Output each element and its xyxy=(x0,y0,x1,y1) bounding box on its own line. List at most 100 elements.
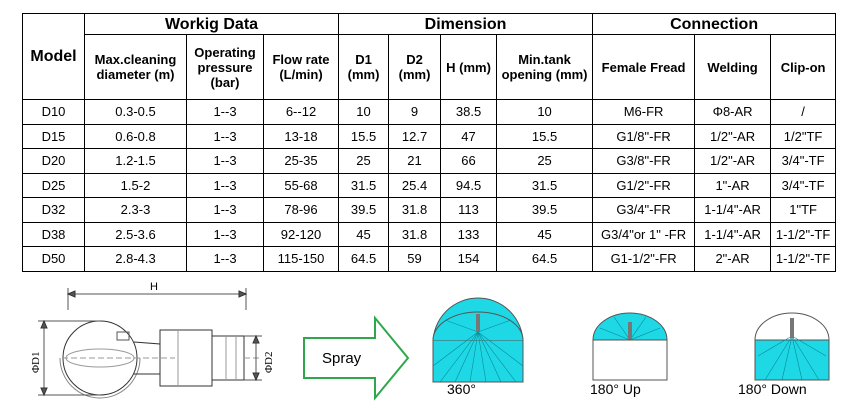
table-cell: 10 xyxy=(496,99,594,125)
table-cell: 1--3 xyxy=(186,148,264,174)
header-connection: Connection xyxy=(592,13,837,35)
table-cell: 66 xyxy=(440,148,498,174)
table-cell: 47 xyxy=(440,123,498,149)
table-cell: 113 xyxy=(440,197,498,223)
column-header: Flow rate (L/min) xyxy=(262,34,340,100)
nozzle-drawing xyxy=(38,288,262,399)
table-cell: 1-1/2"-TF xyxy=(770,221,837,247)
column-header: Female Fread xyxy=(592,34,696,100)
table-cell: 2.8-4.3 xyxy=(84,246,187,272)
table-cell: G3/4"or 1" -FR xyxy=(592,221,696,247)
model-cell: D32 xyxy=(22,197,85,223)
model-cell: D50 xyxy=(22,246,85,272)
table-cell: 3/4"-TF xyxy=(770,172,837,198)
column-header: Welding xyxy=(694,34,772,100)
table-cell: 115-150 xyxy=(262,246,340,272)
spray-arrow-icon xyxy=(303,315,410,401)
table-cell: 21 xyxy=(388,148,442,174)
table-cell: 6--12 xyxy=(262,99,340,125)
table-cell: 1"TF xyxy=(770,197,837,223)
table-cell: 9 xyxy=(388,99,442,125)
table-cell: 1"-AR xyxy=(694,172,772,198)
table-cell: 25 xyxy=(338,148,390,174)
table-cell: G1/8"-FR xyxy=(592,123,696,149)
pattern-180-down-label: 180° Down xyxy=(738,381,807,397)
model-cell: D38 xyxy=(22,221,85,247)
table-cell: 1/2"TF xyxy=(770,123,837,149)
spray-pattern-180-up-icon xyxy=(592,312,668,381)
table-cell: Φ8-AR xyxy=(694,99,772,125)
table-cell: 55-68 xyxy=(262,172,340,198)
column-header: D1 (mm) xyxy=(338,34,390,100)
column-header: H (mm) xyxy=(440,34,498,100)
table-cell: 64.5 xyxy=(496,246,594,272)
table-cell: 154 xyxy=(440,246,498,272)
table-cell: 45 xyxy=(496,221,594,247)
table-cell: 25 xyxy=(496,148,594,174)
table-cell: 0.3-0.5 xyxy=(84,99,187,125)
table-cell: 25.4 xyxy=(388,172,442,198)
table-cell: 31.8 xyxy=(388,197,442,223)
d2-label: ΦD2 xyxy=(263,352,275,373)
table-row: D15 0.6-0.8 1--3 13-18 15.5 12.7 47 15.5 G1/8"-F… xyxy=(22,123,837,149)
table-cell: 39.5 xyxy=(496,197,594,223)
column-header: Operating pressure (bar) xyxy=(186,34,264,100)
table-row: D25 1.5-2 1--3 55-68 31.5 25.4 94.5 31.5 G1/2"-F… xyxy=(22,172,837,198)
table-cell: G3/8"-FR xyxy=(592,148,696,174)
table-cell: 38.5 xyxy=(440,99,498,125)
column-header: D2 (mm) xyxy=(388,34,442,100)
table-cell: 31.8 xyxy=(388,221,442,247)
table-cell: M6-FR xyxy=(592,99,696,125)
pattern-180-up-label: 180° Up xyxy=(590,381,641,397)
table-cell: 133 xyxy=(440,221,498,247)
d1-label: ΦD1 xyxy=(30,352,42,373)
spec-table: Model Workig Data Dimension Connection M… xyxy=(22,13,837,272)
header-dimension: Dimension xyxy=(338,13,594,35)
table-cell: 1-1/2"-TF xyxy=(770,246,837,272)
column-header: Max.cleaning diameter (m) xyxy=(84,34,187,100)
column-header: Min.tank opening (mm) xyxy=(496,34,594,100)
model-cell: D15 xyxy=(22,123,85,149)
table-row: D50 2.8-4.3 1--3 115-150 64.5 59 154 64.5 G1-1/2… xyxy=(22,246,837,272)
spray-arrow-label: Spray xyxy=(322,350,362,367)
table-cell: 2"-AR xyxy=(694,246,772,272)
table-cell: 1-1/4"-AR xyxy=(694,197,772,223)
header-working-data: Workig Data xyxy=(83,13,340,35)
table-cell: 1-1/4"-AR xyxy=(694,221,772,247)
table-row: D10 0.3-0.5 1--3 6--12 10 9 38.5 10 M6-FR Φ8-AR / xyxy=(22,99,837,125)
model-cell: D10 xyxy=(22,99,85,125)
table-cell: 64.5 xyxy=(338,246,390,272)
table-row: D38 2.5-3.6 1--3 92-120 45 31.8 133 45 G3/4"or 1… xyxy=(22,221,837,247)
table-cell: 94.5 xyxy=(440,172,498,198)
model-cell: D20 xyxy=(22,148,85,174)
table-row: D32 2.3-3 1--3 78-96 39.5 31.8 113 39.5 G3/4"-FR… xyxy=(22,197,837,223)
table-cell: 59 xyxy=(388,246,442,272)
table-cell: 78-96 xyxy=(262,197,340,223)
header-model: Model xyxy=(22,13,85,100)
pattern-360-label: 360° xyxy=(447,381,476,397)
drawing-svg: H ΦD1 ΦD2 Spray 360° xyxy=(30,281,830,401)
spray-pattern-360-icon xyxy=(432,297,524,383)
table-cell: 13-18 xyxy=(262,123,340,149)
table-cell: 1.2-1.5 xyxy=(84,148,187,174)
table-cell: G3/4"-FR xyxy=(592,197,696,223)
table-cell: 1/2"-AR xyxy=(694,123,772,149)
table-cell: 3/4"-TF xyxy=(770,148,837,174)
table-cell: 1.5-2 xyxy=(84,172,187,198)
length-label: H xyxy=(150,281,158,293)
table-cell: 1--3 xyxy=(186,197,264,223)
table-cell: 2.3-3 xyxy=(84,197,187,223)
nozzle-drawing-area: H ΦD1 ΦD2 Spray 360° xyxy=(0,270,850,414)
table-cell: 31.5 xyxy=(338,172,390,198)
table-cell: 2.5-3.6 xyxy=(84,221,187,247)
table-cell: 39.5 xyxy=(338,197,390,223)
model-cell: D25 xyxy=(22,172,85,198)
table-cell: 25-35 xyxy=(262,148,340,174)
table-cell: 92-120 xyxy=(262,221,340,247)
table-cell: G1-1/2"-FR xyxy=(592,246,696,272)
table-row: D20 1.2-1.5 1--3 25-35 25 21 66 25 G3/8"-FR 1/2"-… xyxy=(22,148,837,174)
table-cell: 45 xyxy=(338,221,390,247)
table-cell: / xyxy=(770,99,837,125)
column-header: Clip-on xyxy=(770,34,837,100)
table-cell: 1--3 xyxy=(186,172,264,198)
